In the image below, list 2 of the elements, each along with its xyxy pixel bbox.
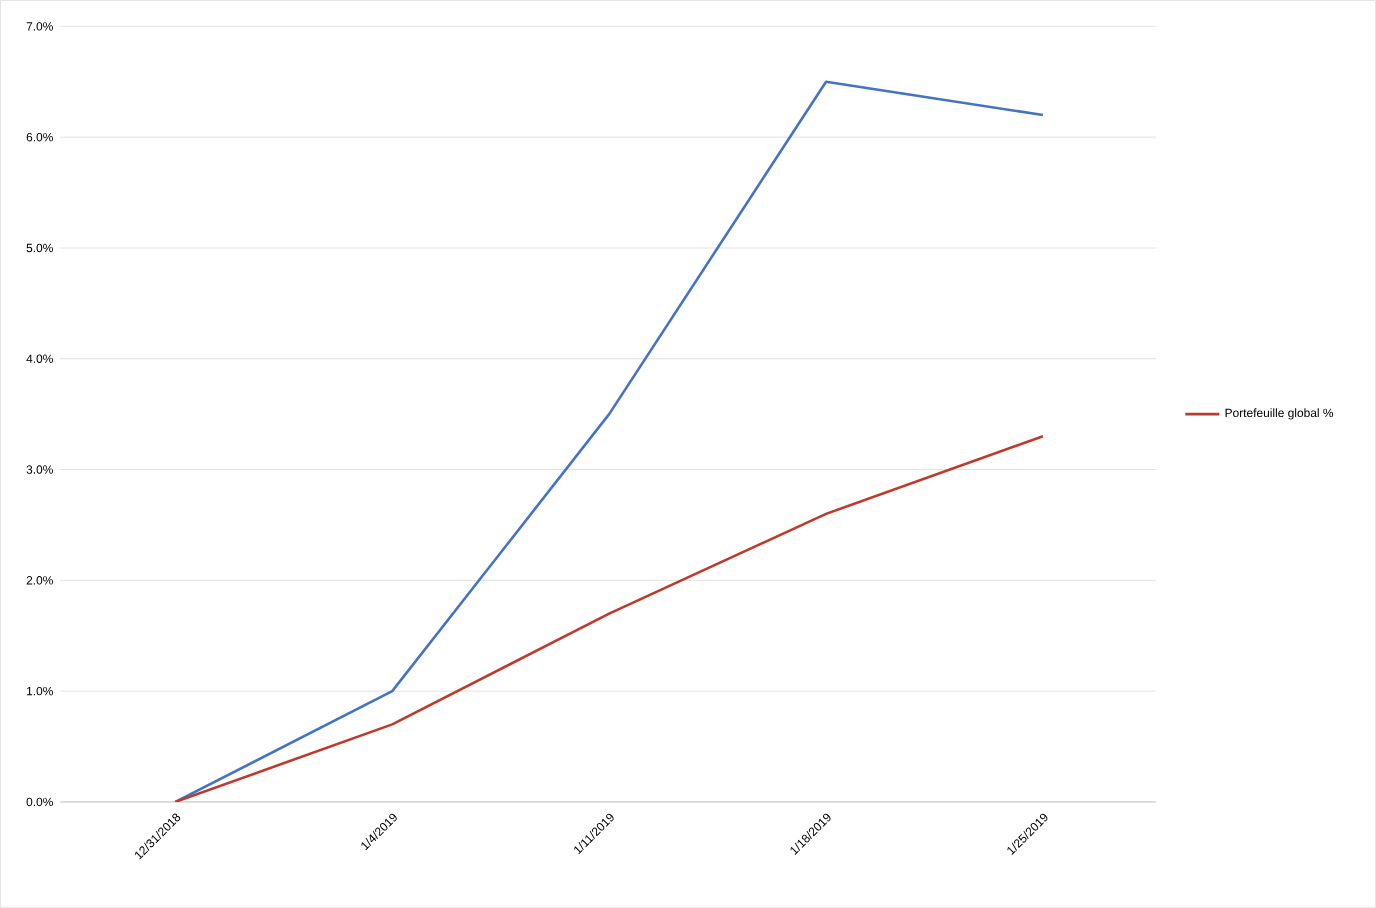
line-series xyxy=(174,434,1045,802)
line-series xyxy=(174,80,1045,802)
